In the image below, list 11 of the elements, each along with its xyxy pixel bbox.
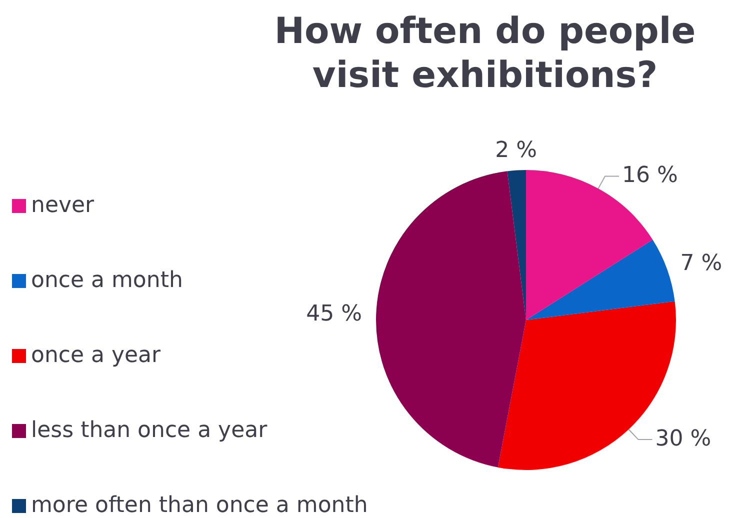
- data-label: 45 %: [306, 302, 362, 327]
- data-label: 30 %: [655, 426, 712, 452]
- legend-label: more often than once a month: [31, 493, 368, 518]
- chart-title: How often do people visit exhibitions?: [273, 10, 697, 98]
- legend-label: once a year: [31, 343, 161, 368]
- data-label: 7 %: [680, 251, 722, 276]
- data-label: 2 %: [495, 138, 538, 164]
- data-label: 16 %: [622, 163, 678, 188]
- legend-label: once a month: [31, 268, 183, 293]
- legend-label: never: [31, 193, 94, 218]
- legend-label: less than once a year: [31, 418, 268, 443]
